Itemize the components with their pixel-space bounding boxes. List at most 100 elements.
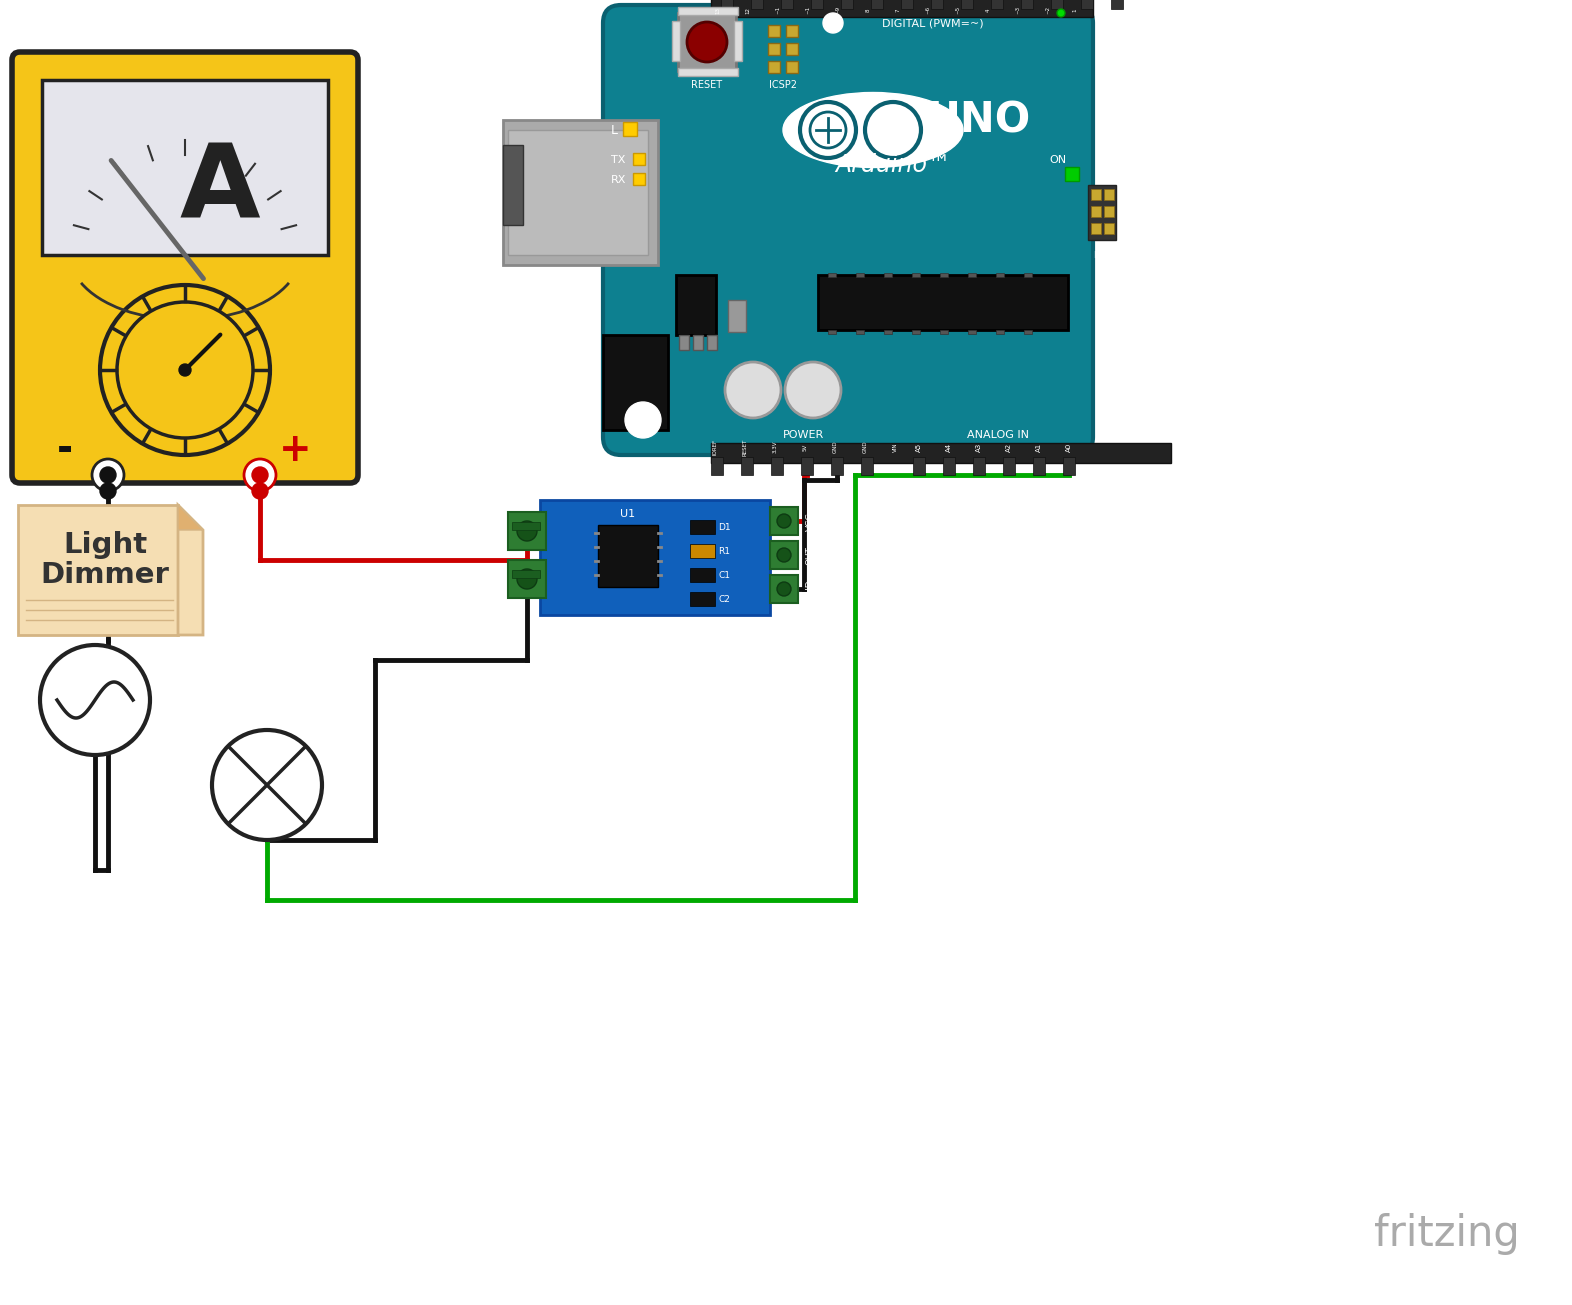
Circle shape bbox=[687, 22, 726, 63]
Bar bbox=[857, 273, 865, 277]
Text: VCC: VCC bbox=[805, 513, 814, 531]
Text: A0: A0 bbox=[1066, 442, 1072, 452]
Text: +: + bbox=[278, 431, 311, 468]
Bar bbox=[828, 273, 836, 277]
Circle shape bbox=[777, 582, 791, 596]
Bar bbox=[968, 273, 976, 277]
Bar bbox=[711, 0, 1093, 17]
Bar bbox=[503, 120, 659, 265]
Bar bbox=[960, 0, 973, 9]
Text: GND: GND bbox=[863, 441, 868, 453]
Text: 1: 1 bbox=[1072, 8, 1083, 12]
Bar bbox=[722, 0, 733, 9]
Circle shape bbox=[179, 364, 192, 376]
Bar bbox=[913, 457, 924, 475]
Text: 0: 0 bbox=[1102, 8, 1113, 12]
Bar bbox=[1091, 223, 1100, 234]
Circle shape bbox=[212, 729, 322, 840]
Bar bbox=[634, 174, 645, 185]
Text: ON: ON bbox=[1050, 155, 1066, 164]
Bar bbox=[861, 457, 872, 475]
Bar bbox=[997, 330, 1005, 334]
Bar bbox=[1052, 0, 1063, 9]
Bar bbox=[811, 0, 824, 9]
Polygon shape bbox=[178, 505, 203, 636]
Circle shape bbox=[517, 521, 538, 542]
Bar bbox=[690, 592, 715, 606]
Ellipse shape bbox=[783, 93, 964, 167]
Text: 13: 13 bbox=[715, 7, 720, 13]
Bar bbox=[541, 500, 770, 615]
Circle shape bbox=[101, 483, 116, 499]
Bar bbox=[1023, 273, 1031, 277]
Bar bbox=[751, 0, 762, 9]
Bar bbox=[1104, 206, 1115, 217]
Bar bbox=[943, 457, 956, 475]
Bar bbox=[817, 275, 1067, 330]
Bar bbox=[728, 300, 747, 331]
Text: A3: A3 bbox=[976, 442, 982, 452]
Circle shape bbox=[777, 514, 791, 529]
Bar bbox=[883, 273, 891, 277]
Circle shape bbox=[725, 361, 781, 418]
Text: ANALOG IN: ANALOG IN bbox=[967, 431, 1030, 440]
Text: U1: U1 bbox=[621, 509, 635, 519]
Bar bbox=[17, 505, 178, 636]
Bar bbox=[1091, 206, 1100, 217]
Text: ICSP: ICSP bbox=[1093, 251, 1111, 260]
Text: GND: GND bbox=[805, 579, 814, 600]
Bar bbox=[769, 25, 780, 37]
Bar bbox=[828, 330, 836, 334]
Circle shape bbox=[626, 402, 660, 438]
Text: Light: Light bbox=[63, 531, 148, 559]
Text: 7: 7 bbox=[896, 8, 901, 12]
Text: RESET: RESET bbox=[692, 80, 723, 90]
Text: OUT: OUT bbox=[805, 547, 814, 565]
Bar bbox=[1033, 457, 1045, 475]
Bar bbox=[1003, 457, 1016, 475]
Text: ~3: ~3 bbox=[1016, 7, 1020, 14]
Text: 3.3V: 3.3V bbox=[772, 441, 778, 453]
Bar bbox=[678, 68, 737, 76]
Polygon shape bbox=[178, 505, 203, 530]
Text: IOREF: IOREF bbox=[712, 438, 717, 455]
Text: C1: C1 bbox=[718, 570, 729, 579]
Text: 8: 8 bbox=[866, 8, 871, 12]
Bar bbox=[781, 0, 792, 9]
Text: TX: TX bbox=[612, 155, 626, 164]
FancyBboxPatch shape bbox=[13, 52, 358, 483]
Bar bbox=[512, 570, 541, 578]
Circle shape bbox=[252, 467, 267, 483]
Circle shape bbox=[93, 459, 124, 491]
Text: fritzing: fritzing bbox=[1374, 1214, 1520, 1255]
Bar bbox=[1020, 0, 1033, 9]
Bar bbox=[912, 273, 920, 277]
Bar bbox=[508, 560, 545, 598]
Text: D1: D1 bbox=[718, 522, 731, 531]
Bar bbox=[707, 335, 717, 350]
Text: 1: 1 bbox=[1099, 261, 1105, 270]
Bar bbox=[512, 522, 541, 530]
Bar bbox=[973, 457, 986, 475]
Text: POWER: POWER bbox=[783, 431, 824, 440]
Bar bbox=[990, 0, 1003, 9]
Bar bbox=[883, 330, 891, 334]
Bar bbox=[1063, 457, 1075, 475]
Bar bbox=[690, 544, 715, 559]
Bar bbox=[1088, 185, 1116, 240]
Bar bbox=[711, 442, 1171, 463]
Bar bbox=[1064, 167, 1078, 181]
Text: A2: A2 bbox=[1006, 442, 1012, 452]
Bar bbox=[1023, 330, 1031, 334]
FancyBboxPatch shape bbox=[604, 5, 1093, 455]
Bar bbox=[841, 0, 854, 9]
Bar bbox=[770, 576, 799, 603]
Circle shape bbox=[1056, 9, 1064, 17]
Bar bbox=[711, 457, 723, 475]
Circle shape bbox=[800, 102, 857, 158]
Bar bbox=[597, 525, 659, 587]
Bar bbox=[940, 273, 948, 277]
Circle shape bbox=[101, 467, 116, 483]
Text: ~1: ~1 bbox=[775, 7, 781, 14]
Circle shape bbox=[39, 645, 149, 756]
